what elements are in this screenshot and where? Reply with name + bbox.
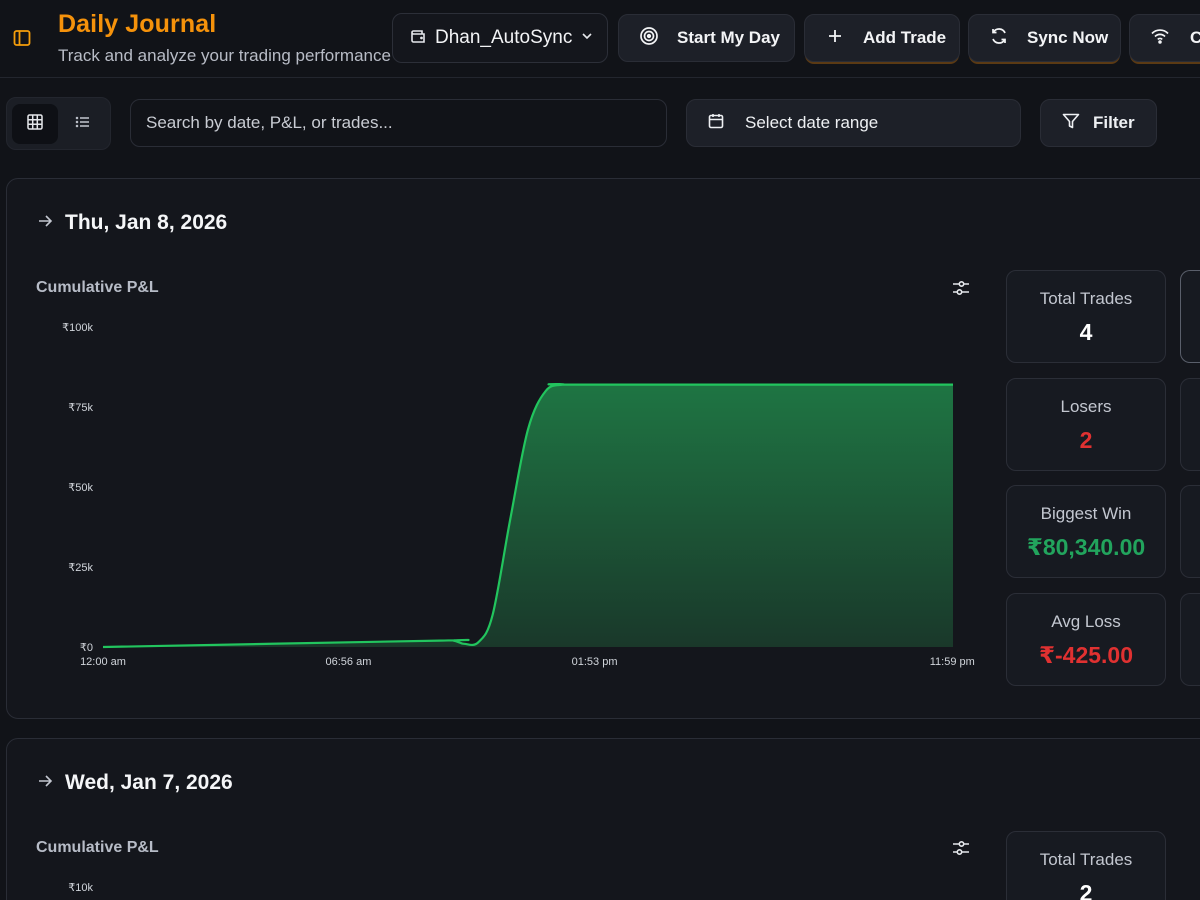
stat-value: 2: [1079, 427, 1093, 453]
start-my-day-button[interactable]: Start My Day: [618, 14, 795, 62]
stat-total-trades: Total Trades 4: [1006, 270, 1166, 363]
cumulative-pnl-chart: ₹10k: [68, 882, 93, 894]
day-date: Wed, Jan 7, 2026: [65, 771, 233, 794]
filter-icon: [1061, 111, 1081, 136]
chart-settings-icon[interactable]: [951, 838, 971, 858]
start-my-day-label: Start My Day: [677, 28, 780, 47]
grid-view-button[interactable]: [12, 104, 58, 144]
y-tick-label: ₹0: [80, 642, 93, 654]
sync-now-button[interactable]: Sync Now: [968, 14, 1121, 62]
day-header[interactable]: Thu, Jan 8, 2026: [37, 211, 227, 235]
day-card[interactable]: Wed, Jan 7, 2026 Cumulative P&L ₹10k Tot…: [6, 738, 1200, 900]
grid-icon: [26, 113, 44, 136]
filter-button[interactable]: Filter: [1040, 99, 1157, 147]
stat-avg-loss: Avg Loss ₹-425.00: [1006, 593, 1166, 686]
view-toggle: [6, 97, 111, 150]
stat-label: Biggest Win: [1040, 504, 1132, 523]
date-range-picker[interactable]: Select date range: [686, 99, 1021, 147]
list-icon: [74, 113, 92, 136]
x-tick-label: 11:59 pm: [930, 656, 975, 668]
stat-card-partial: [1180, 485, 1200, 578]
calendar-icon: [707, 112, 725, 135]
wifi-icon: [1150, 26, 1170, 51]
account-select[interactable]: Dhan_AutoSync: [392, 13, 608, 63]
y-tick-label: ₹75k: [68, 402, 93, 414]
stat-label: Avg Loss: [1051, 612, 1121, 631]
y-tick-label: ₹100k: [62, 322, 93, 334]
top-header: Daily Journal Track and analyze your tra…: [0, 0, 1200, 78]
connect-button[interactable]: Connect: [1129, 14, 1200, 62]
x-tick-label: 01:53 pm: [572, 656, 618, 668]
chart-title: Cumulative P&L: [36, 279, 159, 296]
stat-value: ₹80,340.00: [1026, 534, 1146, 560]
account-select-label: Dhan_AutoSync: [435, 27, 573, 48]
page-title: Daily Journal: [58, 10, 217, 38]
stat-total-trades: Total Trades 2: [1006, 831, 1166, 900]
plus-icon: [827, 28, 843, 49]
y-tick-label: ₹50k: [68, 482, 93, 494]
chevron-down-icon: [580, 27, 594, 49]
y-tick-label: ₹10k: [68, 882, 93, 894]
day-header[interactable]: Wed, Jan 7, 2026: [37, 771, 233, 795]
search-input[interactable]: [130, 99, 667, 147]
stat-label: Losers: [1060, 397, 1112, 416]
day-date: Thu, Jan 8, 2026: [65, 211, 228, 234]
arrow-right-icon: [37, 213, 53, 234]
pnl-line: [102, 383, 953, 649]
stat-label: Total Trades: [1039, 850, 1133, 869]
stat-card-partial: [1180, 593, 1200, 686]
day-card[interactable]: Thu, Jan 8, 2026 Cumulative P&L ₹0 ₹25k ₹5…: [6, 178, 1200, 719]
list-view-button[interactable]: [60, 104, 106, 144]
stat-biggest-win: Biggest Win ₹80,340.00: [1006, 485, 1166, 578]
wallet-icon: [409, 26, 427, 50]
x-tick-label: 06:56 am: [326, 656, 372, 668]
pnl-area: [103, 384, 953, 647]
sidebar-toggle-icon[interactable]: [12, 28, 32, 48]
x-tick-label: 12:00 am: [80, 656, 126, 668]
target-icon: [639, 26, 659, 51]
filter-label: Filter: [1093, 113, 1135, 132]
stat-value: 2: [1079, 880, 1093, 900]
date-range-label: Select date range: [745, 113, 879, 132]
arrow-right-icon: [37, 773, 53, 794]
add-trade-label: Add Trade: [863, 28, 947, 47]
cumulative-pnl-chart: ₹0 ₹25k ₹50k ₹75k ₹100k 12:00 am 06:56 am 01:53…: [62, 322, 975, 668]
connect-label: Connect: [1190, 28, 1200, 47]
stat-value: ₹-425.00: [1038, 642, 1133, 668]
y-tick-label: ₹25k: [68, 562, 93, 574]
sync-now-label: Sync Now: [1027, 28, 1109, 47]
stat-losers: Losers 2: [1006, 378, 1166, 471]
stat-card-partial: [1180, 270, 1200, 363]
add-trade-button[interactable]: Add Trade: [804, 14, 960, 62]
page-subtitle: Track and analyze your trading performan…: [58, 46, 391, 65]
stat-label: Total Trades: [1039, 289, 1133, 308]
stat-card-partial: [1180, 378, 1200, 471]
refresh-icon: [989, 26, 1009, 51]
chart-settings-icon[interactable]: [951, 278, 971, 298]
stat-value: 4: [1079, 319, 1093, 345]
chart-title: Cumulative P&L: [36, 839, 159, 856]
